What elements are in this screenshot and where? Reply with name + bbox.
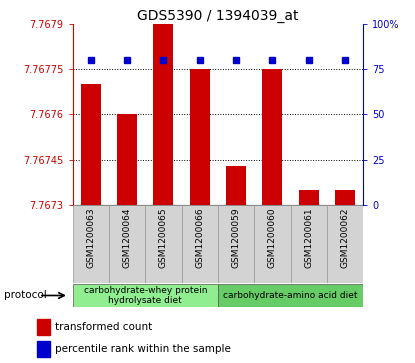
Text: GSM1200064: GSM1200064 [122,207,132,268]
Text: GSM1200063: GSM1200063 [86,207,95,268]
Bar [181,205,218,283]
Bar [73,284,218,307]
Bar [226,166,246,205]
Bar [37,340,50,357]
Bar [190,69,210,205]
Text: carbohydrate-whey protein
hydrolysate diet: carbohydrate-whey protein hydrolysate di… [83,286,207,305]
Bar [218,284,363,307]
Bar [218,205,254,283]
Bar [290,205,327,283]
Bar [109,205,145,283]
Bar [117,114,137,205]
Text: protocol: protocol [4,290,47,301]
Bar [81,84,101,205]
Bar [327,205,363,283]
Text: GSM1200059: GSM1200059 [232,207,241,268]
Text: percentile rank within the sample: percentile rank within the sample [55,344,231,354]
Text: transformed count: transformed count [55,322,152,332]
Bar [299,190,319,205]
Text: GSM1200062: GSM1200062 [340,207,349,268]
Text: GSM1200066: GSM1200066 [195,207,204,268]
Bar [335,190,355,205]
Bar [145,205,181,283]
Text: GSM1200065: GSM1200065 [159,207,168,268]
Bar [262,69,282,205]
Text: GSM1200060: GSM1200060 [268,207,277,268]
Text: GSM1200061: GSM1200061 [304,207,313,268]
Bar [37,319,50,335]
Bar [254,205,290,283]
Text: carbohydrate-amino acid diet: carbohydrate-amino acid diet [223,291,358,300]
Bar [154,24,173,205]
Bar [73,205,109,283]
Title: GDS5390 / 1394039_at: GDS5390 / 1394039_at [137,9,299,23]
